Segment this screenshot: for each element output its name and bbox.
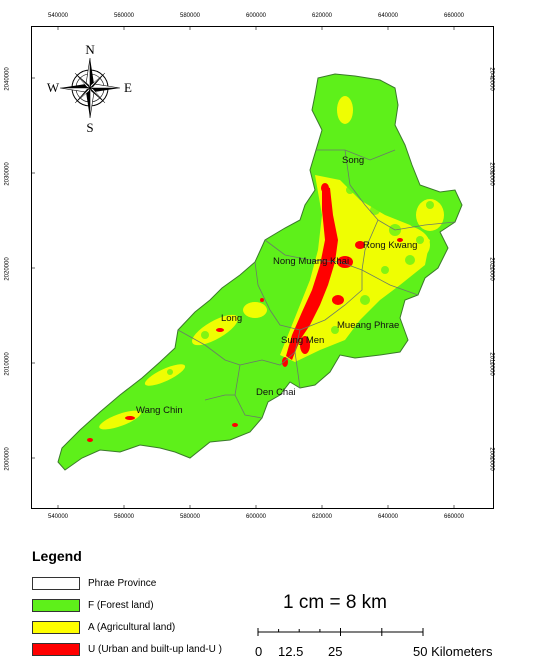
frame-ticks (31, 26, 494, 509)
agricultural-zones (99, 96, 444, 430)
district-label: Nong Muang Khai (273, 256, 349, 267)
x-tick-bottom: 600000 (245, 514, 267, 520)
scale-label: 0 (255, 644, 262, 659)
legend: Legend Phrae Province F (Forest land) A … (32, 548, 282, 664)
district-boundaries (177, 149, 456, 419)
scale-label: 25 (328, 644, 342, 659)
compass-e: E (124, 80, 132, 95)
legend-label: F (Forest land) (88, 600, 154, 611)
scale-label: 12.5 (278, 644, 303, 659)
legend-item: Phrae Province (32, 576, 282, 591)
legend-item: A (Agricultural land) (32, 620, 282, 635)
compass-s: S (86, 120, 93, 135)
x-tick-top: 640000 (377, 13, 399, 19)
compass-n: N (85, 42, 95, 57)
legend-item: U (Urban and built-up land-U ) (32, 642, 282, 657)
district-label: Den Chai (256, 387, 296, 398)
x-tick-bottom: 560000 (113, 514, 135, 520)
x-tick-bottom: 540000 (47, 514, 69, 520)
district-label: Wang Chin (136, 405, 183, 416)
x-tick-bottom: 660000 (443, 514, 465, 520)
x-tick-top: 580000 (179, 13, 201, 19)
legend-label: U (Urban and built-up land-U ) (88, 644, 222, 655)
province-area (57, 73, 463, 471)
map-svg: Song Rong Kwang Nong Muang Khai Long Sun… (31, 26, 494, 509)
x-tick-top: 600000 (245, 13, 267, 19)
legend-swatch-urban (32, 643, 80, 656)
legend-swatch-forest (32, 599, 80, 612)
scale-ratio-text: 1 cm = 8 km (283, 592, 387, 613)
district-label: Long (221, 313, 242, 324)
legend-label: Phrae Province (88, 578, 157, 589)
compass-w: W (47, 80, 60, 95)
x-tick-top: 540000 (47, 13, 69, 19)
scale-bar: 0 12.5 25 50 Kilometers (255, 628, 493, 659)
compass-rose-icon: N S E W (47, 42, 132, 135)
x-tick-top: 660000 (443, 13, 465, 19)
district-label: Rong Kwang (363, 240, 417, 251)
legend-item: F (Forest land) (32, 598, 282, 613)
scale-label: 50 Kilometers (413, 644, 493, 659)
x-tick-top: 620000 (311, 13, 333, 19)
x-tick-bottom: 580000 (179, 514, 201, 520)
urban-zones (87, 183, 403, 442)
district-label: Mueang Phrae (337, 320, 399, 331)
legend-label: A (Agricultural land) (88, 622, 176, 633)
x-tick-bottom: 620000 (311, 514, 333, 520)
legend-title: Legend (32, 548, 82, 564)
district-label: Sung Men (281, 335, 324, 346)
x-tick-top: 560000 (113, 13, 135, 19)
legend-swatch-agricultural (32, 621, 80, 634)
x-tick-bottom: 640000 (377, 514, 399, 520)
district-label: Song (342, 155, 364, 166)
legend-swatch-province (32, 577, 80, 590)
